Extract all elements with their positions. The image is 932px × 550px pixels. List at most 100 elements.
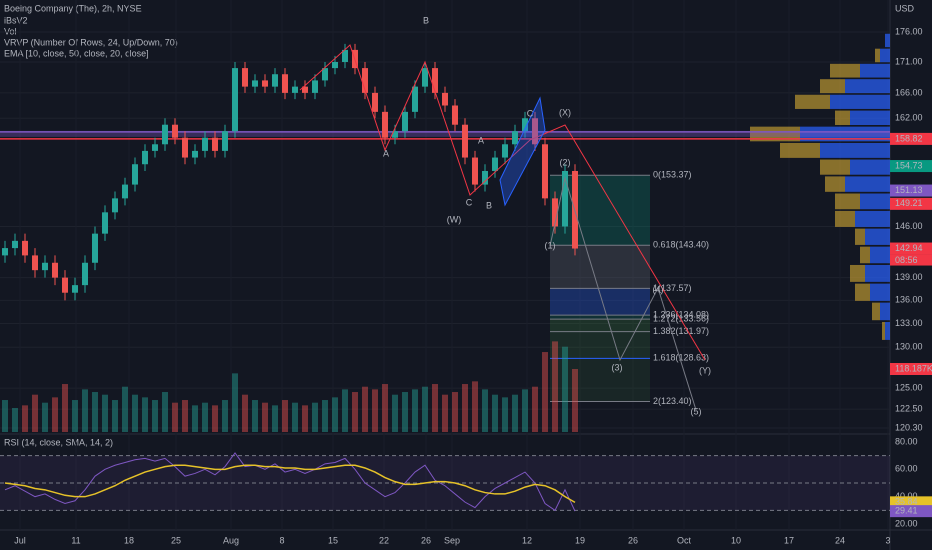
candle-body [402, 111, 408, 132]
x-tick-label: 17 [784, 535, 794, 545]
candle-body [382, 111, 388, 138]
volume-bar [452, 392, 458, 432]
vrvp-down [795, 94, 830, 109]
candle-body [222, 131, 228, 151]
fib-zone [550, 319, 650, 332]
vrvp-up [800, 126, 890, 142]
price-tag [890, 184, 932, 197]
candle-body [302, 86, 308, 93]
vrvp-up [870, 283, 890, 301]
candle-body [562, 170, 568, 227]
volume-bar [482, 389, 488, 432]
volume-bar [302, 405, 308, 432]
wave-label: (5) [691, 406, 702, 416]
volume-bar [352, 392, 358, 432]
volume-bar [502, 397, 508, 432]
volume-bar [142, 397, 148, 432]
vrvp-up [845, 79, 890, 94]
volume-bar [382, 384, 388, 432]
price-tag-label: 151.13 [895, 185, 923, 195]
drawing [549, 176, 697, 411]
volume-bar [242, 394, 248, 432]
candle-body [92, 233, 98, 263]
candle-body [272, 74, 278, 87]
rsi-tag-label: 35.84 [895, 497, 918, 507]
volume-bar [172, 402, 178, 432]
vrvp-up [880, 302, 890, 321]
wave-label: B [423, 15, 429, 25]
candle-body [112, 198, 118, 213]
candle-body [362, 68, 368, 93]
volume-bar [322, 400, 328, 432]
candle-body [322, 68, 328, 81]
candle-body [282, 74, 288, 93]
candle-body [122, 184, 128, 199]
candle-body [12, 240, 18, 249]
volume-bar [62, 384, 68, 432]
y-tick-label: 139.00 [895, 272, 923, 282]
candle-body [452, 105, 458, 125]
fib-label: 2(123.40) [653, 396, 692, 406]
fib-label: 1.272(133.56) [653, 314, 709, 324]
y-tick-label: 146.00 [895, 221, 923, 231]
candle-body [102, 212, 108, 234]
fib-label: 1.382(131.97) [653, 326, 709, 336]
candle-body [532, 118, 538, 145]
candle-body [132, 164, 138, 185]
price-tag [890, 160, 932, 173]
candle-body [542, 144, 548, 199]
fib-zone [550, 331, 650, 359]
y-tick-label: 176.00 [895, 26, 923, 36]
currency: USD [895, 3, 915, 13]
volume-bar [72, 400, 78, 432]
candle-body [462, 124, 468, 158]
volume-bar [152, 400, 158, 432]
volume-bar [512, 394, 518, 432]
price-tag-label: 158.82 [895, 133, 923, 143]
vrvp-down [855, 283, 870, 301]
volume-bar [472, 381, 478, 432]
fib-label: 0(153.37) [653, 170, 692, 180]
indicator: iBsV2 [4, 15, 28, 25]
symbol: Boeing Company (The), 2h, NYSE [4, 3, 142, 13]
volume-bar [22, 405, 28, 432]
candle-body [152, 144, 158, 151]
volume-bar [112, 400, 118, 432]
y-tick-label: 125.00 [895, 382, 923, 392]
volume-bar [462, 384, 468, 432]
fib-label: 1.236(134.08) [653, 310, 709, 320]
volume-bar [342, 389, 348, 432]
wave-label: C [527, 108, 534, 118]
volume-bar [372, 389, 378, 432]
indicator: VRVP (Number Of Rows, 24, Up/Down, 70) [4, 37, 178, 47]
wave-label: (1) [545, 240, 556, 250]
volume-bar [542, 352, 548, 432]
candle-body [182, 137, 188, 158]
fib-label: 1(137.57) [653, 283, 692, 293]
volume-bar [572, 369, 578, 432]
vrvp-up [880, 48, 890, 63]
rsi-tag-label: 29.41 [895, 506, 918, 516]
candle-body [472, 157, 478, 185]
candle-body [172, 124, 178, 138]
fib-label: 0.618(143.40) [653, 240, 709, 250]
vrvp-up [885, 321, 890, 340]
volume-bar [562, 346, 568, 432]
wave-label: (W) [447, 214, 462, 224]
volume-bar [362, 386, 368, 432]
price-tag [890, 197, 932, 210]
candle-body [262, 80, 268, 87]
volume-bar [162, 392, 168, 432]
price-tag [890, 363, 932, 376]
zone [0, 130, 890, 137]
x-tick-label: 3 [885, 535, 890, 545]
volume-bar [272, 405, 278, 432]
wave-label: (2) [560, 157, 571, 167]
price-tag-label: 154.73 [895, 160, 923, 170]
rsi-tick-label: 40.00 [895, 491, 918, 501]
rsi-tick-label: 60.00 [895, 464, 918, 474]
x-tick-label: 8 [279, 535, 284, 545]
vrvp-down [855, 228, 865, 245]
